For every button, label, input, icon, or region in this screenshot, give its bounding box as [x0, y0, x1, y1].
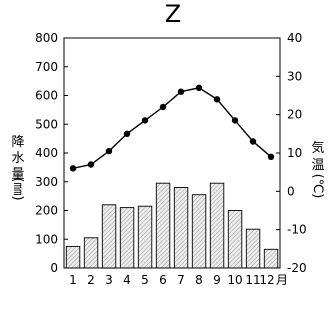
precip-bar-3 [101, 204, 117, 269]
right-tick-label: 20 [287, 108, 302, 122]
temp-point-4 [123, 130, 131, 137]
temp-point-1 [69, 165, 77, 172]
left-tick-label: 600 [35, 89, 58, 103]
precipitation-bars [65, 182, 279, 269]
left-tick-label: 0 [50, 261, 58, 275]
right-axis-char-1: 気 [311, 140, 324, 156]
right-axis-unit: (℃) [310, 174, 325, 199]
precip-bar-5 [137, 205, 153, 269]
right-axis-title: 気 温 (℃) [310, 140, 325, 198]
month-label-6: 6 [159, 273, 167, 287]
temp-point-7 [177, 88, 185, 95]
temp-point-5 [141, 117, 149, 124]
left-tick-label: 800 [35, 31, 58, 45]
month-label-8: 8 [195, 273, 203, 287]
month-unit-label: 月 [276, 273, 288, 287]
precip-bar-9 [209, 182, 225, 269]
left-axis-unit: (㎜) [10, 177, 25, 200]
left-tick-label: 700 [35, 60, 58, 74]
precip-bar-2 [83, 237, 99, 269]
left-axis-title: 降 水 量 (㎜) [10, 135, 25, 201]
left-axis-char-1: 降 [11, 135, 24, 150]
precip-bar-8 [191, 194, 207, 269]
precip-bar-7 [173, 187, 189, 269]
month-label-4: 4 [123, 273, 131, 287]
month-label-12: 12 [259, 273, 274, 287]
left-tick-label: 400 [35, 146, 58, 160]
right-axis-ticks: -20 -10 0 10 20 30 40 [276, 31, 307, 275]
left-tick-label: 100 [35, 232, 58, 246]
temp-point-10 [231, 117, 239, 124]
precip-bar-10 [227, 210, 243, 269]
temperature-series [69, 84, 275, 172]
temp-point-9 [213, 96, 221, 103]
right-tick-label: -10 [287, 223, 307, 237]
temperature-line [72, 87, 272, 169]
right-tick-label: 10 [287, 146, 302, 160]
precip-bar-4 [119, 207, 135, 269]
temp-point-6 [159, 103, 167, 111]
month-label-10: 10 [227, 273, 242, 287]
month-label-1: 1 [69, 273, 77, 287]
month-label-3: 3 [105, 273, 113, 287]
precip-bar-11 [245, 228, 261, 269]
chart-title: Z [165, 0, 181, 28]
temp-point-2 [87, 161, 95, 168]
right-axis-char-2: 温 [311, 158, 324, 173]
month-label-11: 11 [245, 273, 260, 287]
left-axis-char-3: 量 [11, 167, 24, 182]
precip-bar-1 [65, 245, 81, 269]
month-label-2: 2 [87, 273, 95, 287]
right-tick-label: -20 [287, 261, 307, 275]
month-label-7: 7 [177, 273, 185, 287]
temp-point-11 [249, 138, 257, 145]
month-label-5: 5 [141, 273, 149, 287]
month-label-9: 9 [213, 273, 221, 287]
precip-bar-6 [155, 182, 171, 269]
left-tick-label: 200 [35, 204, 58, 218]
left-axis-char-2: 水 [11, 151, 24, 166]
temp-point-8 [195, 84, 203, 92]
left-tick-label: 500 [35, 117, 58, 131]
right-tick-label: 30 [287, 69, 302, 83]
temp-point-3 [105, 147, 113, 155]
right-tick-label: 40 [287, 31, 302, 45]
left-tick-label: 300 [35, 175, 58, 189]
precip-bar-12 [263, 248, 279, 269]
right-tick-label: 0 [287, 184, 295, 198]
left-axis-ticks: 0 100 200 300 400 500 600 700 800 [35, 31, 68, 275]
temp-point-12 [267, 153, 275, 160]
